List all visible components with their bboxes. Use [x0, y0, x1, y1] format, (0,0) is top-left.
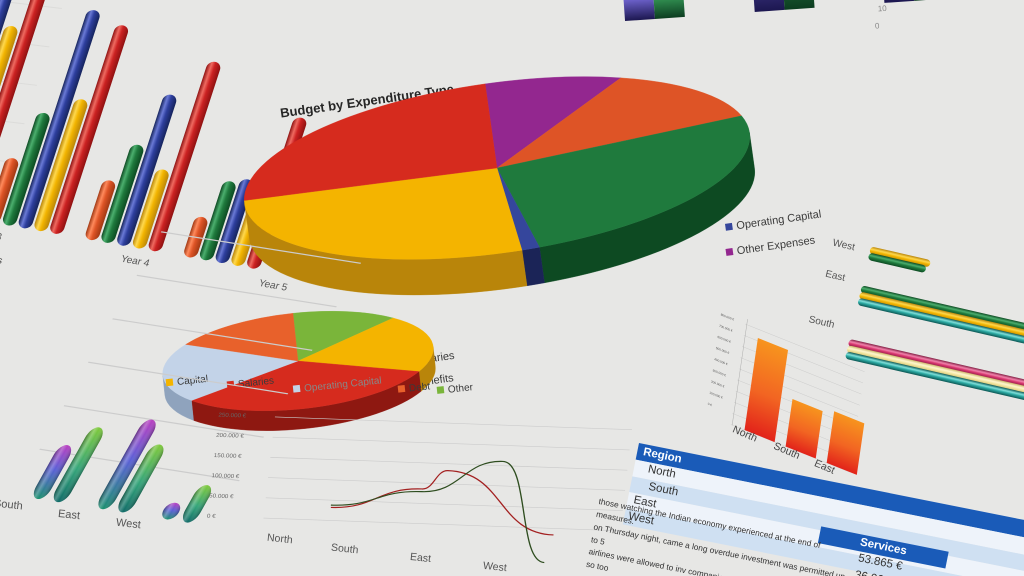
svg-text:0 €: 0 € — [207, 514, 217, 520]
svg-text:800.000 €: 800.000 € — [720, 312, 734, 321]
svg-text:200.000 €: 200.000 € — [216, 433, 245, 440]
svg-text:150.000 €: 150.000 € — [213, 453, 242, 460]
svg-text:300.000 €: 300.000 € — [712, 368, 726, 377]
svg-text:500.000 €: 500.000 € — [716, 346, 730, 355]
svg-text:600.000 €: 600.000 € — [717, 335, 731, 344]
svg-text:100.000 €: 100.000 € — [211, 473, 240, 480]
svg-text:400.000 €: 400.000 € — [714, 357, 728, 366]
svg-text:50.000 €: 50.000 € — [209, 494, 235, 501]
svg-text:0 €: 0 € — [707, 402, 712, 408]
svg-text:250.000 €: 250.000 € — [218, 413, 247, 420]
svg-text:700.000 €: 700.000 € — [719, 324, 733, 333]
svg-text:100.000 €: 100.000 € — [709, 391, 723, 400]
svg-text:200.000 €: 200.000 € — [711, 379, 725, 388]
